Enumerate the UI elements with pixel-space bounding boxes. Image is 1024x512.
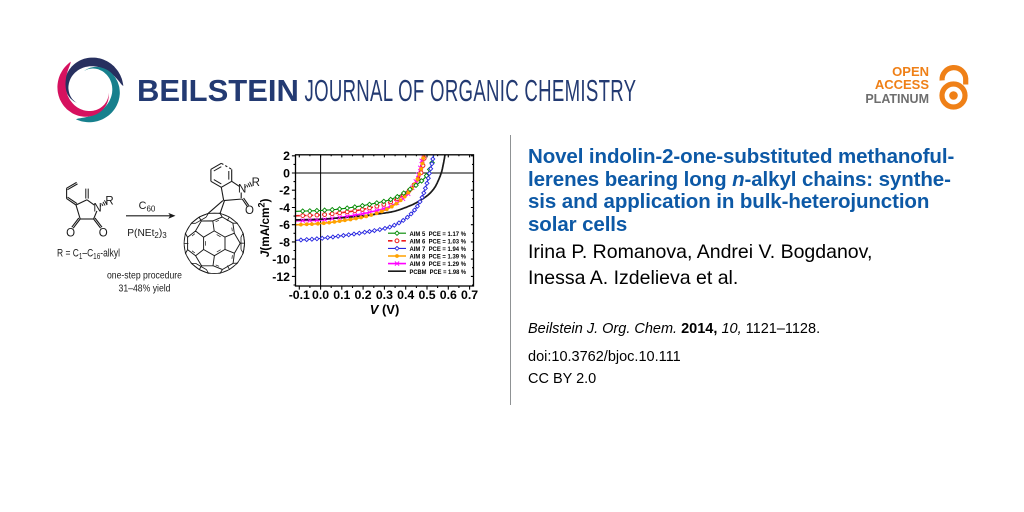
- svg-text:AIM 6 PCE = 1.03 %: AIM 6 PCE = 1.03 %: [410, 238, 467, 245]
- svg-text:0.0: 0.0: [312, 288, 329, 302]
- svg-text:0.1: 0.1: [333, 288, 350, 302]
- svg-text:0.2: 0.2: [355, 288, 372, 302]
- svg-text:J(mA/cm2): J(mA/cm2): [257, 198, 273, 257]
- svg-text:C60: C60: [139, 200, 156, 213]
- svg-text:-8: -8: [279, 235, 290, 249]
- svg-text:-6: -6: [279, 218, 290, 232]
- svg-text:AIM 7 PCE = 1.94 %: AIM 7 PCE = 1.94 %: [410, 246, 467, 253]
- svg-text:-2: -2: [279, 184, 290, 198]
- svg-text:0.4: 0.4: [397, 288, 414, 302]
- svg-text:R = C1–C16-alkyl: R = C1–C16-alkyl: [57, 248, 120, 261]
- svg-text:0.7: 0.7: [461, 288, 478, 302]
- svg-text:-4: -4: [279, 201, 290, 215]
- svg-text:N: N: [238, 184, 246, 196]
- svg-text:V (V): V (V): [370, 302, 400, 317]
- svg-text:0.3: 0.3: [376, 288, 393, 302]
- svg-text:AIM 9 PCE = 1.29 %: AIM 9 PCE = 1.29 %: [410, 261, 467, 268]
- svg-text:AIM 8 PCE = 1.39 %: AIM 8 PCE = 1.39 %: [410, 254, 467, 261]
- svg-text:AIM 5 PCE = 1.17 %: AIM 5 PCE = 1.17 %: [410, 231, 467, 238]
- svg-text:-10: -10: [272, 253, 290, 267]
- svg-text:0: 0: [283, 166, 290, 180]
- svg-text:O: O: [245, 205, 254, 217]
- svg-text:R: R: [252, 177, 260, 189]
- svg-text:one-step procedure: one-step procedure: [107, 271, 182, 282]
- svg-text:0.6: 0.6: [440, 288, 457, 302]
- svg-text:-12: -12: [272, 270, 290, 284]
- svg-text:2: 2: [283, 149, 290, 163]
- svg-text:O: O: [66, 227, 75, 239]
- svg-text:-0.1: -0.1: [289, 288, 310, 302]
- svg-text:31–48% yield: 31–48% yield: [119, 284, 171, 295]
- svg-text:PCBM PCE = 1.98 %: PCBM PCE = 1.98 %: [410, 269, 467, 276]
- svg-text:N: N: [93, 202, 101, 214]
- svg-text:0.5: 0.5: [418, 288, 435, 302]
- svg-text:O: O: [99, 227, 108, 239]
- svg-text:R: R: [105, 195, 113, 207]
- svg-text:P(NEt2)3: P(NEt2)3: [127, 228, 167, 240]
